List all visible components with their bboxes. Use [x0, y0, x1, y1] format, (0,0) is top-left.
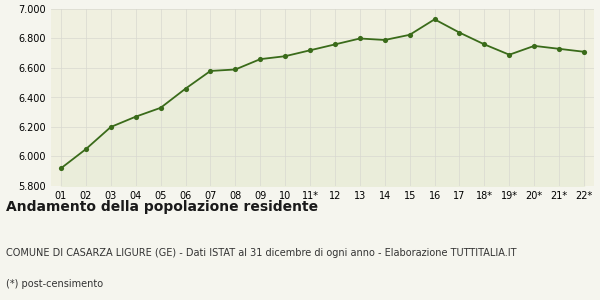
Point: [380, 38, 389, 42]
Point: [206, 68, 215, 73]
Point: [106, 124, 116, 129]
Point: [305, 48, 315, 53]
Point: [505, 52, 514, 57]
Point: [81, 147, 91, 152]
Point: [330, 42, 340, 47]
Point: [529, 44, 539, 48]
Point: [56, 166, 66, 171]
Point: [256, 57, 265, 62]
Point: [554, 46, 564, 51]
Point: [156, 105, 166, 110]
Point: [455, 30, 464, 35]
Point: [181, 86, 190, 91]
Point: [430, 17, 439, 22]
Point: [405, 32, 415, 37]
Point: [131, 114, 140, 119]
Text: COMUNE DI CASARZA LIGURE (GE) - Dati ISTAT al 31 dicembre di ogni anno - Elabora: COMUNE DI CASARZA LIGURE (GE) - Dati IST…: [6, 248, 517, 257]
Point: [579, 50, 589, 54]
Point: [479, 42, 489, 47]
Text: Andamento della popolazione residente: Andamento della popolazione residente: [6, 200, 318, 214]
Point: [280, 54, 290, 58]
Point: [230, 67, 240, 72]
Point: [355, 36, 365, 41]
Text: (*) post-censimento: (*) post-censimento: [6, 279, 103, 289]
